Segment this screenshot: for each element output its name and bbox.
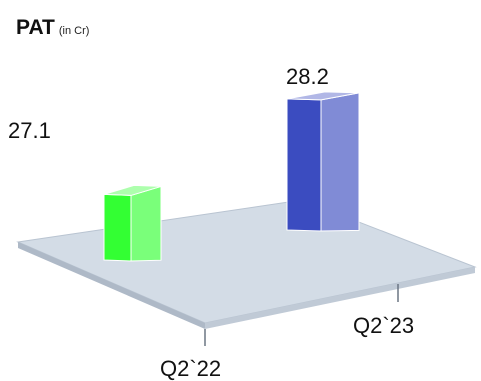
data-label-q2-23: 28.2: [286, 64, 329, 89]
bar-q2-22-top: [103, 184, 162, 196]
bar-q2-22-side: [130, 185, 162, 262]
floor-top: [16, 199, 477, 324]
x-tick-label-q2-23: Q2`23: [353, 313, 414, 338]
floor-front-left-edge: [18, 242, 205, 329]
data-label-q2-22: 27.1: [8, 118, 51, 143]
bars: [103, 91, 360, 262]
labels: Q2`22 Q2`23 27.1 28.2: [8, 64, 414, 381]
bar-q2-23-top: [286, 91, 360, 101]
bar-q2-22-front: [103, 193, 132, 262]
chart-unit-label: (in Cr): [58, 25, 90, 37]
x-tick-label-q2-22: Q2`22: [160, 356, 221, 381]
chart-title: PAT (in Cr): [16, 16, 89, 40]
floor-front-right-edge: [205, 267, 475, 329]
bar-q2-23-front: [286, 98, 322, 232]
bar-q2-23-side: [320, 92, 360, 232]
chart-title-text: PAT: [16, 16, 55, 39]
